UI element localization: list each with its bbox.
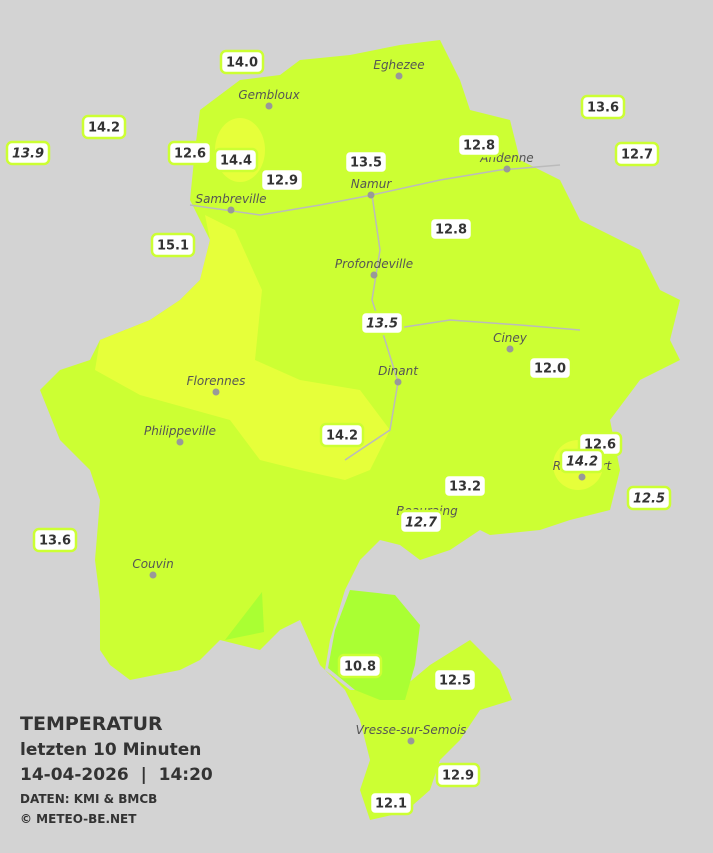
town-dot bbox=[578, 473, 586, 481]
station-box bbox=[81, 114, 127, 140]
station-label: 12.1 bbox=[375, 797, 407, 812]
station-label: 13.5 bbox=[366, 317, 398, 332]
station-label: 15.1 bbox=[157, 239, 189, 254]
station-box bbox=[559, 448, 605, 474]
station-label: 12.8 bbox=[435, 223, 467, 238]
town-label: Namur bbox=[351, 177, 393, 191]
town-dot bbox=[395, 72, 403, 80]
station-label: 12.7 bbox=[621, 148, 653, 163]
town-dot bbox=[227, 206, 235, 214]
station-box bbox=[32, 527, 78, 553]
station-box bbox=[213, 147, 259, 173]
town-label: Philippeville bbox=[144, 424, 216, 438]
station-box bbox=[626, 485, 672, 511]
station-box bbox=[368, 790, 414, 816]
station-box bbox=[456, 132, 502, 158]
footer-subtitle: letzten 10 Minuten bbox=[20, 740, 201, 760]
footer-datetime: 14-04-2026 | 14:20 bbox=[20, 765, 213, 785]
station-box bbox=[614, 141, 660, 167]
town-label: Couvin bbox=[132, 557, 173, 571]
town-label: Florennes bbox=[187, 374, 246, 388]
station-label: 14.4 bbox=[220, 154, 252, 169]
station-box bbox=[5, 140, 51, 166]
station-box bbox=[343, 149, 389, 175]
station-label: 14.0 bbox=[226, 56, 258, 71]
station-box bbox=[580, 94, 626, 120]
station-box bbox=[435, 762, 481, 788]
station-box bbox=[167, 140, 213, 166]
town-dot bbox=[212, 388, 220, 396]
station-box bbox=[150, 232, 196, 258]
station-box bbox=[337, 653, 383, 679]
station-label: 12.5 bbox=[633, 492, 665, 507]
station-label: 12.5 bbox=[439, 674, 471, 689]
town-label: Gembloux bbox=[238, 88, 300, 102]
station-label: 12.6 bbox=[174, 147, 206, 162]
town-dot bbox=[370, 271, 378, 279]
station-label: 10.8 bbox=[344, 660, 376, 675]
station-box bbox=[219, 49, 265, 75]
station-label: 14.2 bbox=[326, 429, 358, 444]
town-label: Vresse-sur-Semois bbox=[356, 723, 467, 737]
station-box bbox=[319, 422, 365, 448]
town-dot bbox=[506, 345, 514, 353]
station-label: 12.9 bbox=[266, 174, 298, 189]
warm-zone bbox=[95, 215, 390, 480]
station-box bbox=[398, 509, 444, 535]
town-dot bbox=[149, 571, 157, 579]
station-label: 13.6 bbox=[39, 534, 71, 549]
station-label: 12.7 bbox=[405, 516, 438, 531]
town-label: Eghezee bbox=[373, 58, 424, 72]
station-box bbox=[442, 473, 488, 499]
station-box bbox=[359, 310, 405, 336]
station-label: 14.2 bbox=[88, 121, 120, 136]
station-box bbox=[259, 167, 305, 193]
town-label: Profondeville bbox=[335, 257, 413, 271]
station-box bbox=[428, 216, 474, 242]
town-dot bbox=[407, 737, 415, 745]
town-dot bbox=[367, 191, 375, 199]
town-dot bbox=[176, 438, 184, 446]
footer-copyright: © METEO-BE.NET bbox=[20, 812, 137, 826]
station-label: 12.0 bbox=[534, 362, 566, 377]
station-label: 14.2 bbox=[566, 455, 598, 470]
station-label: 13.6 bbox=[587, 101, 619, 116]
station-label: 12.9 bbox=[442, 769, 474, 784]
station-label: 13.9 bbox=[12, 147, 44, 162]
station-label: 12.8 bbox=[463, 139, 495, 154]
town-label: Dinant bbox=[378, 364, 419, 378]
station-box bbox=[432, 667, 478, 693]
town-dot bbox=[394, 378, 402, 386]
town-label: Ciney bbox=[493, 331, 528, 345]
footer-title: TEMPERATUR bbox=[20, 713, 163, 735]
town-dot bbox=[503, 165, 511, 173]
cool-zone bbox=[225, 592, 264, 640]
town-dot bbox=[265, 102, 273, 110]
footer-source: DATEN: KMI & BMCB bbox=[20, 792, 157, 806]
town-label: Sambreville bbox=[195, 192, 266, 206]
station-box bbox=[527, 355, 573, 381]
station-label: 13.5 bbox=[350, 156, 382, 171]
station-label: 13.2 bbox=[449, 480, 481, 495]
